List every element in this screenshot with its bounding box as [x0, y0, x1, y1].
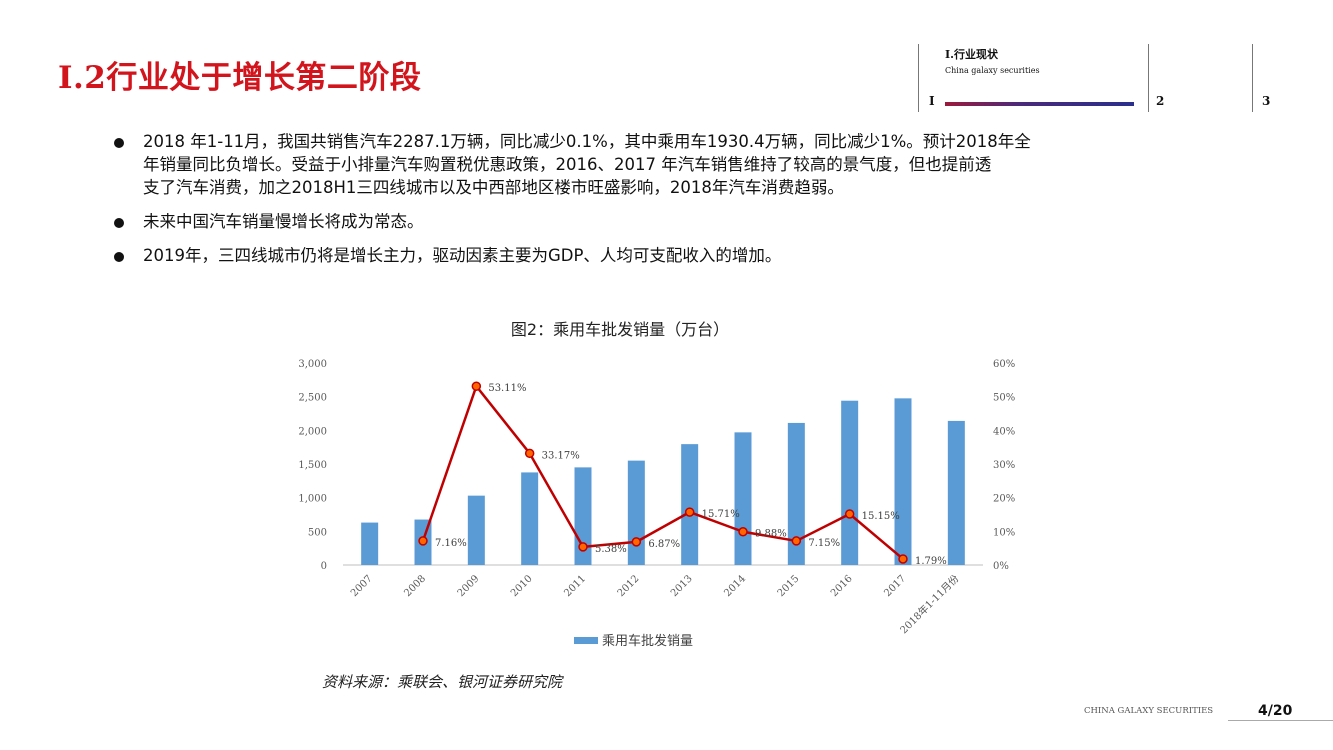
bullet-text-line: 支了汽车消费，加之2018H1三四线城市以及中西部地区楼市旺盛影响，2018年汽… [143, 178, 844, 197]
bullet-text-line: 2019年，三四线城市仍将是增长主力，驱动因素主要为GDP、人均可支配收入的增加… [143, 246, 782, 265]
bullet-dot-icon [114, 252, 124, 262]
data-label: 15.71% [702, 509, 740, 520]
bar [841, 400, 859, 565]
bullet-item: 未来中国汽车销量慢增长将成为常态。 [112, 210, 1212, 233]
footer-brand: CHINA GALAXY SECURITIES [1084, 706, 1214, 716]
x-tick-label: 2017 [882, 573, 908, 599]
y-right-tick-label: 10% [993, 527, 1015, 538]
y-right-tick-label: 50% [993, 393, 1015, 404]
y-left-tick-label: 0 [321, 561, 327, 572]
bullet-text-line: 2018 年1-11月，我国共销售汽车2287.1万辆，同比减少0.1%，其中乘… [143, 132, 1031, 151]
bullet-dot-icon [114, 138, 124, 148]
y-right-tick-label: 0% [993, 561, 1009, 572]
x-tick-label: 2016 [829, 573, 855, 599]
bar [734, 432, 752, 565]
line-point [684, 507, 695, 517]
data-label: 7.16% [435, 538, 467, 549]
y-right-tick-label: 20% [993, 494, 1015, 505]
y-right-tick-label: 30% [993, 460, 1015, 471]
bullet-item: 2018 年1-11月，我国共销售汽车2287.1万辆，同比减少0.1%，其中乘… [112, 130, 1212, 199]
chart-title: 图2：乘用车批发销量（万台） [510, 320, 730, 339]
nav-progress-bar [945, 102, 1134, 106]
y-left-tick-label: 500 [308, 527, 327, 538]
bar [681, 444, 699, 565]
y-left-tick-label: 2,500 [298, 393, 327, 404]
data-label: 5.38% [595, 544, 627, 555]
line-point [791, 536, 802, 546]
x-tick-label: 2012 [616, 573, 642, 599]
bullet-item: 2019年，三四线城市仍将是增长主力，驱动因素主要为GDP、人均可支配收入的增加… [112, 244, 1212, 267]
bar [521, 472, 539, 565]
y-left-tick-label: 2,000 [298, 426, 327, 437]
y-left-tick-label: 3,000 [298, 359, 327, 370]
x-tick-label: 2008 [402, 573, 428, 599]
x-tick-label: 2014 [722, 573, 748, 599]
line-point [524, 448, 535, 459]
data-label: 9.88% [755, 529, 787, 540]
line-point [578, 542, 588, 552]
section-nav: I.行业现状 China galaxy securities I 2 3 [918, 42, 1333, 114]
line-point [471, 381, 482, 391]
line-point [738, 526, 748, 537]
source-note: 资料来源：乘联会、银河证券研究院 [322, 673, 563, 691]
nav-item-2[interactable]: 2 [1156, 94, 1165, 108]
bar [361, 522, 379, 565]
x-tick-label: 2010 [509, 573, 535, 599]
nav-item-1[interactable]: I [929, 94, 935, 108]
nav-item-3[interactable]: 3 [1262, 94, 1271, 108]
x-tick-label: 2009 [456, 573, 482, 599]
data-label: 6.87% [648, 539, 680, 550]
x-tick-label: 2007 [349, 573, 375, 599]
bar [787, 422, 805, 565]
y-right-tick-label: 60% [993, 359, 1015, 370]
data-label: 7.15% [808, 538, 840, 549]
bullet-text-line: 年销量同比负增长。受益于小排量汽车购置税优惠政策，2016、2017 年汽车销售… [143, 155, 992, 174]
bar [947, 420, 965, 565]
data-label: 15.15% [862, 511, 900, 522]
page-number: 4/20 [1258, 703, 1293, 719]
nav-divider [918, 44, 919, 112]
page-divider [1228, 720, 1333, 721]
bar [627, 460, 645, 565]
y-left-tick-label: 1,500 [298, 460, 327, 471]
data-label: 1.79% [915, 556, 947, 567]
line-point [898, 554, 908, 564]
growth-line [421, 384, 904, 560]
y-right-tick-label: 40% [993, 426, 1015, 437]
nav-section-subtitle: China galaxy securities [945, 66, 1040, 75]
x-tick-label: 2013 [669, 573, 695, 599]
line-point [631, 537, 642, 547]
legend-label: 乘用车批发销量 [602, 633, 693, 649]
bullet-list: 2018 年1-11月，我国共销售汽车2287.1万辆，同比减少0.1%，其中乘… [112, 130, 1212, 278]
nav-divider [1148, 44, 1149, 112]
bullet-dot-icon [114, 218, 124, 228]
line-point [418, 536, 428, 546]
y-left-tick-label: 1,000 [298, 494, 327, 505]
nav-section-title: I.行业现状 [945, 48, 998, 61]
bullet-text-line: 未来中国汽车销量慢增长将成为常态。 [143, 212, 424, 231]
slide-title: I.2行业处于增长第二阶段 [58, 60, 422, 96]
line-point [844, 509, 855, 519]
x-tick-label: 2015 [776, 573, 802, 599]
x-tick-label: 2011 [562, 573, 588, 599]
bar [467, 495, 485, 565]
legend-swatch [574, 637, 598, 644]
data-label: 33.17% [542, 450, 580, 461]
data-label: 53.11% [488, 383, 526, 394]
nav-divider [1252, 44, 1253, 112]
bar [894, 398, 912, 565]
